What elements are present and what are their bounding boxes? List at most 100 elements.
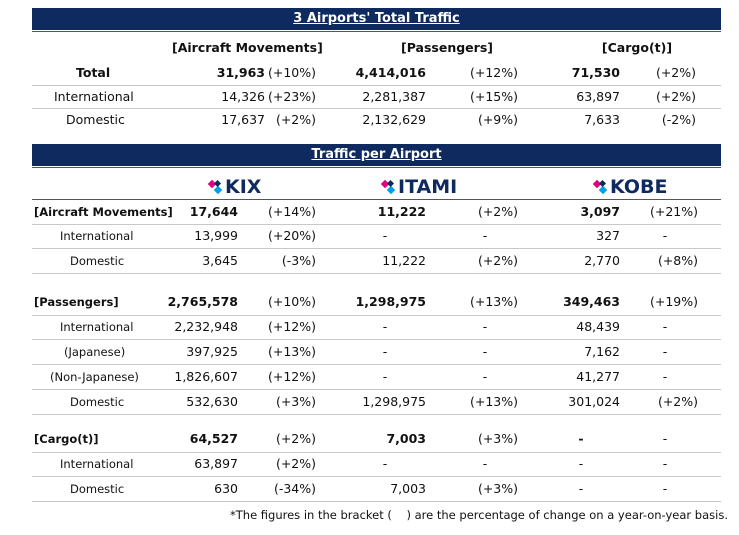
row-label: Domestic — [66, 112, 125, 127]
cargo-value: 63,897 — [576, 89, 620, 104]
kix-logo: KIX — [207, 175, 261, 199]
divider — [32, 31, 721, 32]
kobe-change: (+2%) — [657, 394, 698, 409]
row-label: International — [60, 229, 134, 243]
total-traffic-banner: 3 Airports' Total Traffic — [32, 8, 721, 30]
kobe-change: - — [662, 431, 668, 446]
passengers-value: 2,281,387 — [362, 89, 426, 104]
airport-row: International 63,897 (+2%) - - - - — [32, 452, 721, 476]
airport-row: (Non-Japanese) 1,826,607 (+12%) - - 41,277 - — [32, 365, 721, 389]
header-cargo: [Cargo(t)] — [601, 40, 673, 55]
kix-change: (+14%) — [267, 204, 316, 219]
kix-value: 397,925 — [186, 344, 238, 359]
kix-value: 532,630 — [186, 394, 238, 409]
kix-logo-text: KIX — [225, 176, 262, 198]
divider — [32, 85, 721, 86]
kix-change: (-3%) — [281, 253, 316, 268]
kix-change: (+2%) — [275, 456, 316, 471]
row-label: Domestic — [70, 254, 125, 268]
itami-logo: ITAMI — [380, 175, 457, 199]
itami-logo-mark-icon — [380, 179, 396, 195]
kix-value: 3,645 — [202, 253, 238, 268]
per-airport-title: Traffic per Airport — [311, 147, 442, 162]
itami-value: 11,222 — [377, 204, 426, 219]
movements-value: 31,963 — [216, 65, 265, 80]
itami-logo-text: ITAMI — [398, 176, 458, 198]
total-row-domestic: Domestic 17,637 (+2%) 2,132,629 (+9%) 7,… — [32, 108, 721, 132]
kobe-change: (+8%) — [657, 253, 698, 268]
airport-row: International 2,232,948 (+12%) - - 48,439 - — [32, 315, 721, 339]
divider — [32, 167, 721, 168]
kix-change: (+2%) — [275, 431, 316, 446]
itami-change: - — [482, 228, 488, 243]
itami-value: 7,003 — [390, 481, 426, 496]
passengers-change: (+9%) — [477, 112, 518, 127]
itami-change: (+3%) — [477, 431, 518, 446]
cargo-change: (+2%) — [655, 65, 696, 80]
kobe-value: 7,162 — [584, 344, 620, 359]
kobe-change: (+21%) — [649, 204, 698, 219]
movements-value: 14,326 — [221, 89, 265, 104]
kix-change: (+10%) — [267, 294, 316, 309]
divider — [32, 501, 721, 502]
header-passengers: [Passengers] — [401, 40, 493, 55]
cargo-change: (-2%) — [661, 112, 696, 127]
cargo-value: 71,530 — [571, 65, 620, 80]
passengers-change: (+12%) — [469, 65, 518, 80]
total-row-total: Total 31,963 (+10%) 4,414,016 (+12%) 71,… — [32, 61, 721, 85]
row-label: International — [60, 320, 134, 334]
itami-value: - — [382, 344, 388, 359]
kobe-change: - — [662, 319, 668, 334]
divider — [32, 108, 721, 109]
itami-value: 11,222 — [382, 253, 426, 268]
airport-row: Domestic 630 (-34%) 7,003 (+3%) - - — [32, 477, 721, 501]
itami-value: 1,298,975 — [355, 294, 426, 309]
itami-change: - — [482, 344, 488, 359]
itami-change: (+13%) — [469, 394, 518, 409]
kobe-value: 349,463 — [563, 294, 620, 309]
divider — [32, 339, 721, 340]
itami-value: - — [382, 369, 388, 384]
kobe-logo: KOBE — [592, 175, 667, 199]
row-label: Domestic — [70, 395, 125, 409]
kobe-value: 3,097 — [580, 204, 620, 219]
kix-change: (+12%) — [267, 369, 316, 384]
row-label: Domestic — [70, 482, 125, 496]
kobe-value: 2,770 — [584, 253, 620, 268]
itami-value: - — [382, 228, 388, 243]
kobe-value: - — [578, 481, 584, 496]
itami-change: (+2%) — [477, 253, 518, 268]
kix-change: (+20%) — [267, 228, 316, 243]
itami-value: 1,298,975 — [362, 394, 426, 409]
passengers-value: 4,414,016 — [355, 65, 426, 80]
airport-row: (Japanese) 397,925 (+13%) - - 7,162 - — [32, 340, 721, 364]
row-label: [Aircraft Movements] — [34, 205, 173, 219]
itami-value: - — [382, 456, 388, 471]
passengers-value: 2,132,629 — [362, 112, 426, 127]
divider — [32, 248, 721, 249]
total-header-row: [Aircraft Movements] [Passengers] [Cargo… — [32, 36, 721, 60]
kix-value: 630 — [214, 481, 238, 496]
kix-value: 13,999 — [194, 228, 238, 243]
itami-change: - — [482, 456, 488, 471]
kobe-logo-mark-icon — [592, 179, 608, 195]
cargo-value: 7,633 — [584, 112, 620, 127]
divider — [32, 414, 721, 415]
passengers-change: (+15%) — [469, 89, 518, 104]
movements-change: (+10%) — [267, 65, 316, 80]
kobe-change: - — [662, 456, 668, 471]
kix-change: (+13%) — [267, 344, 316, 359]
itami-change: - — [482, 369, 488, 384]
airport-row: Domestic 532,630 (+3%) 1,298,975 (+13%) 301,0… — [32, 390, 721, 414]
total-traffic-title: 3 Airports' Total Traffic — [293, 11, 460, 26]
itami-value: 7,003 — [386, 431, 426, 446]
movements-change: (+2%) — [275, 112, 316, 127]
divider — [32, 199, 721, 200]
footnote: *The figures in the bracket ( ) are the … — [230, 508, 728, 522]
airport-row: [Cargo(t)] 64,527 (+2%) 7,003 (+3%) - - — [32, 427, 721, 451]
kobe-change: - — [662, 481, 668, 496]
itami-change: (+2%) — [477, 204, 518, 219]
kix-value: 17,644 — [189, 204, 238, 219]
divider — [32, 476, 721, 477]
row-label: International — [60, 457, 134, 471]
